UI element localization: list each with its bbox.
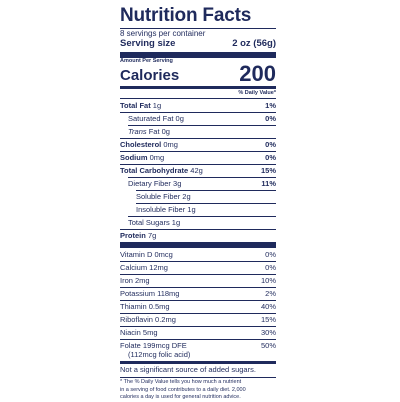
nutrient-dv: 15% (260, 166, 276, 175)
divider (120, 274, 276, 275)
nutrient-label: Total Sugars (128, 218, 170, 227)
vitamin-text: Riboflavin 0.2mg (120, 315, 176, 324)
nutrient-amount: 0g (175, 114, 184, 123)
vitamin-dv: 40% (260, 302, 276, 311)
label-title: Nutrition Facts (120, 5, 252, 26)
vitamin-text: Calcium 12mg (120, 263, 168, 272)
vitamin-dv: 50% (260, 341, 276, 350)
footnote-line: calories a day is used for general nutri… (120, 394, 241, 400)
nutrient-amount: 0mg (149, 153, 165, 162)
vitamin-dv: 10% (260, 276, 276, 285)
nutrient-amount: 1g (187, 205, 196, 214)
thick-divider (120, 52, 276, 58)
nutrient-label: Total Fat (120, 101, 151, 110)
divider (120, 377, 276, 378)
nutrient-label: Total Carbohydrate (120, 166, 189, 175)
nutrition-facts-label: Nutrition Facts 8 servings per container… (120, 0, 280, 400)
nutrient-label: Trans (128, 127, 147, 136)
nutrient-amount: 2g (182, 192, 191, 201)
servings-per-container: 8 servings per container (120, 29, 206, 38)
divider (120, 261, 276, 262)
folate-sub-text: (112mcg folic acid) (128, 350, 191, 359)
added-sugars-text: Not a significant source of added sugars… (120, 365, 256, 374)
serving-size-label: Serving size (120, 38, 176, 49)
medium-divider (120, 86, 276, 89)
vitamin-dv: 0% (265, 263, 276, 272)
vitamin-dv: 0% (265, 250, 276, 259)
divider (136, 190, 276, 191)
calories-value: 200 (239, 61, 276, 86)
nutrient-label: Saturated Fat (128, 114, 174, 123)
nutrient-amount: 1g (171, 218, 181, 227)
vitamin-text: Thiamin 0.5mg (120, 302, 170, 311)
calories-label: Calories (120, 67, 180, 84)
divider (120, 287, 276, 288)
serving-size-value: 2 oz (56g) (232, 38, 276, 49)
vitamin-dv: 15% (260, 315, 276, 324)
divider (128, 177, 276, 178)
divider (120, 229, 276, 230)
nutrient-amount: 3g (173, 179, 182, 188)
nutrient-dv: 11% (261, 179, 276, 188)
vitamin-text: Niacin 5mg (120, 328, 158, 337)
vitamin-text: Vitamin D 0mcg (120, 250, 173, 259)
vitamin-dv: 30% (260, 328, 276, 337)
daily-value-header: % Daily Value* (238, 90, 276, 96)
nutrient-label: Sodium (120, 153, 148, 162)
nutrient-amount: Fat 0g (148, 127, 170, 136)
divider (120, 151, 276, 152)
footnote-line: * The % Daily Value tells you how much a… (120, 379, 242, 385)
divider (120, 300, 276, 301)
divider (120, 98, 276, 99)
divider (120, 28, 276, 29)
divider (120, 313, 276, 314)
nutrient-label: Protein (120, 231, 146, 240)
nutrient-amount: 0mg (163, 140, 178, 149)
divider (120, 138, 276, 139)
divider (120, 164, 276, 165)
nutrient-dv: 1% (265, 101, 276, 110)
nutrient-amount: 7g (147, 231, 157, 240)
amount-per-serving: Amount Per Serving (120, 58, 173, 64)
vitamin-dv: 2% (265, 289, 276, 298)
nutrient-dv: 0% (265, 114, 276, 123)
vitamin-text: Potassium 118mg (120, 289, 180, 298)
divider (120, 112, 276, 113)
nutrient-dv: 0% (265, 153, 276, 162)
thick-divider (120, 242, 276, 248)
divider (120, 339, 276, 340)
nutrient-label: Cholesterol (120, 140, 162, 149)
nutrient-amount: 1g (152, 101, 162, 110)
divider (128, 216, 276, 217)
nutrient-label: Dietary Fiber (128, 179, 171, 188)
vitamin-text: Folate 199mcg DFE (120, 341, 187, 350)
divider (120, 326, 276, 327)
vitamin-text: Iron 2mg (120, 276, 150, 285)
nutrient-label: Soluble Fiber (136, 192, 181, 201)
nutrient-label: Insoluble Fiber (136, 205, 186, 214)
divider (136, 203, 276, 204)
nutrient-dv: 0% (265, 140, 276, 149)
medium-divider (120, 361, 276, 364)
footnote-line: in a serving of food contributes to a da… (120, 386, 246, 393)
nutrient-amount: 42g (190, 166, 203, 175)
footnote: * The % Daily Value tells you how much a… (120, 379, 276, 402)
divider (128, 125, 276, 126)
